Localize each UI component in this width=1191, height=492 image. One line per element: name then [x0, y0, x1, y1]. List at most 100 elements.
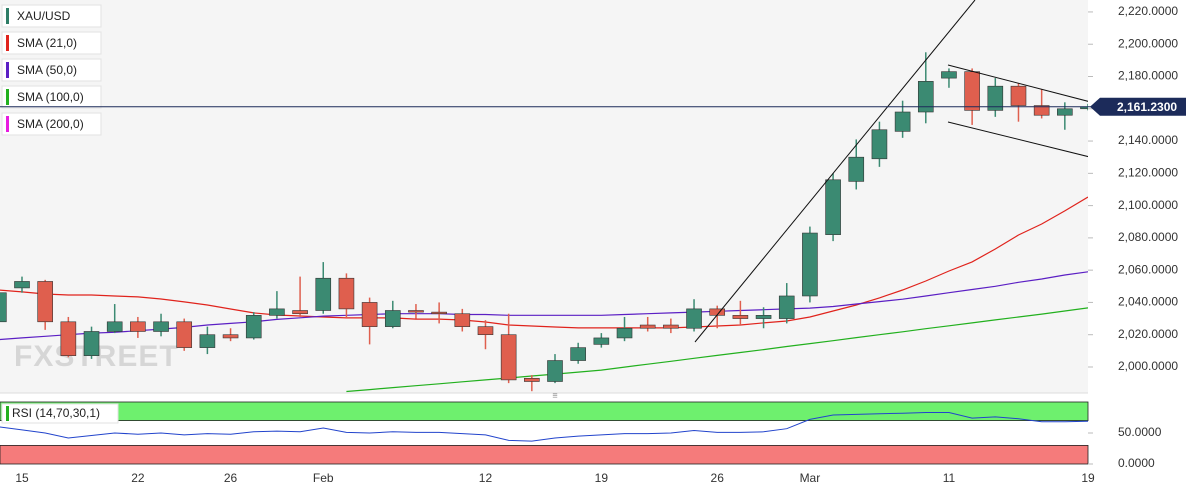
candle-body	[825, 179, 841, 235]
y-tick-label: 2,000.0000	[1118, 359, 1178, 373]
candle-body	[292, 310, 308, 315]
x-tick-label: 26	[224, 471, 238, 485]
y-tick-label: 2,080.0000	[1118, 230, 1178, 244]
candle-body	[338, 277, 355, 310]
legend-box	[1, 112, 102, 136]
candle-body	[431, 311, 447, 315]
legend-swatch	[6, 35, 9, 51]
candle-body	[176, 321, 193, 348]
candle-body	[894, 111, 911, 132]
candle-body	[848, 156, 865, 182]
y-tick-label: 2,180.0000	[1118, 69, 1178, 83]
y-tick-label: 2,040.0000	[1118, 295, 1178, 309]
legend-swatch	[6, 89, 9, 105]
x-tick-label: 12	[479, 471, 493, 485]
candle-body	[732, 315, 749, 319]
legend-box	[1, 403, 119, 424]
y-tick-label: 2,120.0000	[1118, 165, 1178, 179]
candle-body	[106, 321, 123, 332]
price-plot	[0, 52, 1088, 393]
rsi-line	[0, 412, 1088, 442]
x-tick-label: 22	[131, 471, 145, 485]
x-tick-label: 26	[711, 471, 725, 485]
candle-body	[778, 295, 795, 319]
trendline	[947, 121, 1088, 158]
candle-body	[245, 315, 262, 339]
rsi-zone	[0, 401, 1089, 422]
legend-label: SMA (100,0)	[17, 90, 84, 104]
x-tick-label: 11	[943, 471, 956, 485]
candle-body	[639, 324, 656, 329]
y-tick-label: 2,140.0000	[1118, 133, 1178, 147]
candle-body	[802, 232, 818, 297]
trendlines	[694, 0, 1088, 343]
legend-box	[1, 31, 102, 55]
y-tick-label: 2,020.0000	[1118, 327, 1178, 341]
candle-body	[153, 321, 169, 332]
legend-box	[1, 85, 102, 109]
candle-body	[871, 129, 888, 160]
y-tick-label: 2,200.0000	[1118, 36, 1178, 50]
candle-body	[1057, 108, 1073, 116]
x-tick-label: 19	[1081, 471, 1095, 485]
legend-swatch	[6, 116, 9, 132]
rsi-plot	[0, 401, 1089, 465]
rsi-zone	[0, 444, 1089, 465]
candle-body	[524, 377, 540, 382]
candle-body	[663, 324, 679, 329]
candle-body	[616, 327, 633, 339]
candle-body	[987, 85, 1004, 111]
legend-label: SMA (50,0)	[17, 63, 77, 77]
x-tick-label: Feb	[313, 471, 334, 485]
candle-body	[477, 326, 494, 336]
candle-body	[593, 337, 610, 345]
y-tick-label: 50.0000	[1118, 425, 1162, 439]
candle-body	[384, 310, 401, 327]
y-tick-label: 0.0000	[1118, 456, 1155, 470]
candle-body	[686, 308, 702, 329]
y-tick-label: 2,060.0000	[1118, 262, 1178, 276]
legend-label: XAU/USD	[17, 9, 71, 23]
candle-body	[500, 334, 517, 381]
sma-line	[0, 196, 1088, 329]
candle-body	[917, 81, 934, 113]
legend-box	[1, 58, 102, 82]
candle-body	[941, 71, 957, 79]
x-tick-label: 19	[595, 471, 609, 485]
legend-swatch	[6, 406, 9, 421]
candle-body	[14, 281, 30, 289]
candle-body	[315, 277, 332, 311]
last-price-label: 2,161.2300	[1117, 100, 1177, 114]
candle-body	[361, 302, 378, 327]
candle-body	[755, 315, 772, 319]
candle-body	[1080, 106, 1088, 110]
resize-handle[interactable]: ≡	[552, 390, 557, 400]
candle-body	[408, 310, 424, 313]
last-price-badge	[1090, 97, 1186, 116]
candle-body	[0, 292, 7, 323]
candle-body	[547, 360, 563, 382]
x-tick-label: Mar	[800, 471, 821, 485]
candle-body	[454, 313, 471, 327]
candle-body	[570, 347, 586, 361]
trendline	[694, 0, 976, 343]
plot-background	[0, 0, 1088, 393]
x-tick-label: 15	[15, 471, 29, 485]
sma-line	[346, 307, 1088, 393]
candle-body	[130, 321, 146, 332]
trendline	[947, 64, 1088, 102]
candle-body	[1010, 85, 1027, 106]
legend-swatch	[6, 62, 9, 78]
legend-swatch	[6, 8, 9, 24]
legend-label: SMA (21,0)	[17, 36, 77, 50]
candle-body	[1033, 105, 1050, 116]
candle-body	[37, 281, 53, 323]
y-tick-label: 2,100.0000	[1118, 198, 1178, 212]
legend-box	[1, 4, 102, 28]
candle-body	[964, 71, 980, 111]
candle-body	[269, 308, 285, 316]
legend-label: SMA (200,0)	[17, 117, 84, 131]
y-tick-label: 2,220.0000	[1118, 4, 1178, 18]
legend: XAU/USD SMA (21,0) SMA (50,0) SMA (100,0) SM…	[1, 4, 119, 424]
